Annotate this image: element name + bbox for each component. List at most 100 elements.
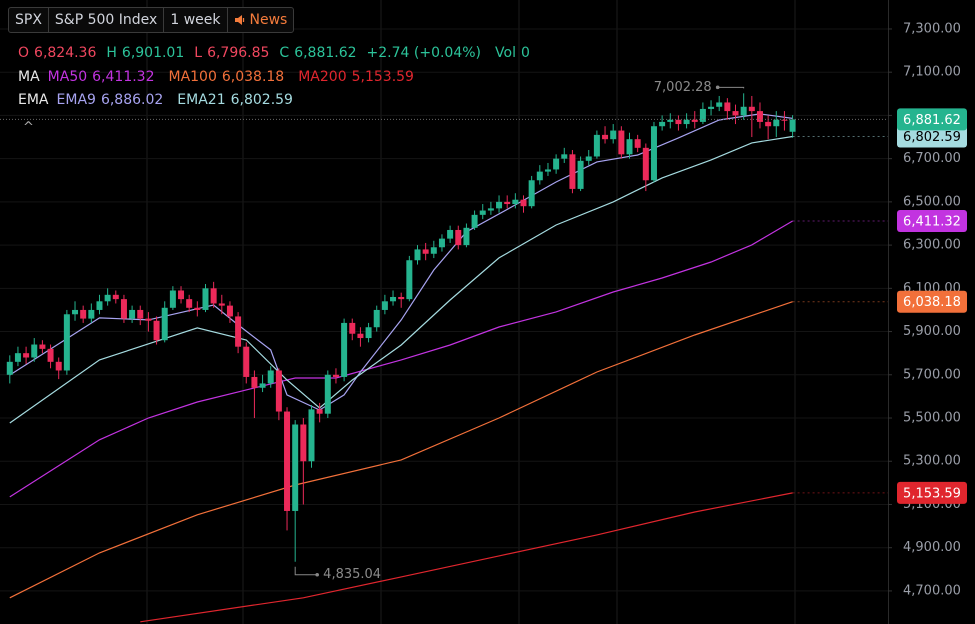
indicator-name: EMA9 [56, 92, 96, 108]
candle-body [47, 348, 54, 362]
ohlc-item: O 6,824.36 [18, 45, 96, 61]
candle-body [80, 309, 87, 319]
candle-body [39, 344, 46, 349]
y-tick-label: 4,900.00 [903, 540, 961, 555]
ohlc-item: L 6,796.85 [194, 45, 269, 61]
news-button[interactable]: News [228, 8, 294, 32]
indicator-line [9, 220, 793, 498]
symbol-name[interactable]: S&P 500 Index [49, 8, 165, 32]
annotation-leader [294, 566, 318, 576]
candle-body [341, 322, 348, 377]
candle-body [765, 121, 772, 127]
candle-body [650, 126, 657, 181]
candle-body [675, 119, 682, 125]
ohlc-name: C [279, 45, 290, 61]
candle-body [626, 139, 633, 155]
candle-body [716, 102, 723, 107]
candle-body [406, 260, 413, 300]
candle-body [129, 309, 136, 319]
candle-body [218, 303, 225, 306]
time-dividers [146, 0, 796, 624]
indicator-item: EMA9 6,886.02 [57, 92, 164, 108]
candle-body [659, 121, 666, 127]
price-tag [897, 108, 967, 131]
candle-body [732, 111, 739, 116]
candle-body [243, 346, 250, 377]
candle-body [487, 208, 494, 211]
ohlc-value: 6,796.85 [207, 45, 270, 61]
candle-body [569, 154, 576, 189]
candle-body [544, 169, 551, 172]
y-tick-label: 4,700.00 [903, 583, 961, 598]
candle-body [145, 318, 152, 321]
candle-body [112, 294, 119, 300]
y-tick-label: 7,100.00 [903, 65, 961, 80]
candle-body [194, 307, 201, 310]
candle-body [781, 119, 788, 121]
candle-body [226, 305, 233, 317]
y-tick-label: 6,700.00 [903, 151, 961, 166]
candle-body [520, 199, 527, 207]
indicator-item: EMA21 6,802.59 [177, 92, 293, 108]
candle-body [724, 102, 731, 112]
candle-body [178, 290, 185, 300]
candle-body [381, 301, 388, 310]
collapse-caret[interactable]: ^ [23, 120, 34, 135]
candle-body [88, 309, 95, 319]
change: +2.74 (+0.04%) [366, 45, 482, 61]
ohlc-value: 6,901.01 [121, 45, 185, 61]
candle-body [308, 409, 315, 462]
speaker-icon [234, 15, 244, 25]
candle-body [120, 299, 127, 319]
candle-body [55, 361, 62, 371]
indicator-name: MA100 [168, 69, 217, 85]
indicator-row: EMA EMA9 6,886.02 EMA21 6,802.59 [18, 92, 422, 108]
candle-body [169, 290, 176, 308]
y-tick-label: 5,300.00 [903, 454, 961, 469]
candle-body [512, 199, 519, 205]
candle-body [104, 294, 111, 302]
candle-body [504, 201, 511, 205]
candle-body [463, 227, 470, 246]
indicator-value: 6,411.32 [92, 69, 155, 85]
candle-body [349, 322, 356, 334]
price-tag [897, 481, 967, 504]
price-tag-label: 6,411.32 [903, 215, 961, 230]
price-tags: 6,411.32 6,038.18 5,153.59 6,802.59 6,881.62 [897, 108, 967, 504]
candle-body [593, 134, 600, 157]
toolbar: SPX S&P 500 Index 1 week News [8, 7, 295, 33]
candle-body [373, 309, 380, 328]
y-tick-label: 5,900.00 [903, 324, 961, 339]
y-tick-label: 5,500.00 [903, 411, 961, 426]
candle-body [748, 106, 755, 112]
candle-body [251, 376, 258, 388]
candle-body [357, 333, 364, 339]
candle-body [292, 424, 299, 511]
candle-body [161, 307, 168, 341]
candle-body [202, 288, 209, 310]
price-tag-label: 6,881.62 [903, 113, 961, 128]
news-label[interactable]: News [249, 12, 288, 28]
annotation-dot [715, 85, 720, 90]
symbol[interactable]: SPX [9, 8, 49, 32]
price-tag-label: 5,153.59 [903, 486, 961, 501]
indicator-line [140, 492, 793, 623]
volume-value: 0 [520, 45, 530, 61]
candle-body [23, 353, 30, 358]
candle-body [447, 229, 454, 239]
candle-body [153, 320, 160, 341]
candle-body [267, 370, 274, 384]
indicator-value: 5,153.59 [351, 69, 414, 85]
interval[interactable]: 1 week [164, 8, 228, 32]
candle-body [186, 299, 193, 308]
ohlc-item: H 6,901.01 [106, 45, 184, 61]
indicator-value: 6,802.59 [230, 92, 293, 108]
candle-body [789, 119, 796, 132]
candle-body [708, 106, 715, 109]
candle-body [235, 316, 242, 347]
y-tick-label: 5,700.00 [903, 367, 961, 382]
candle-body [610, 130, 617, 140]
indicator-item: MA200 5,153.59 [298, 69, 414, 85]
